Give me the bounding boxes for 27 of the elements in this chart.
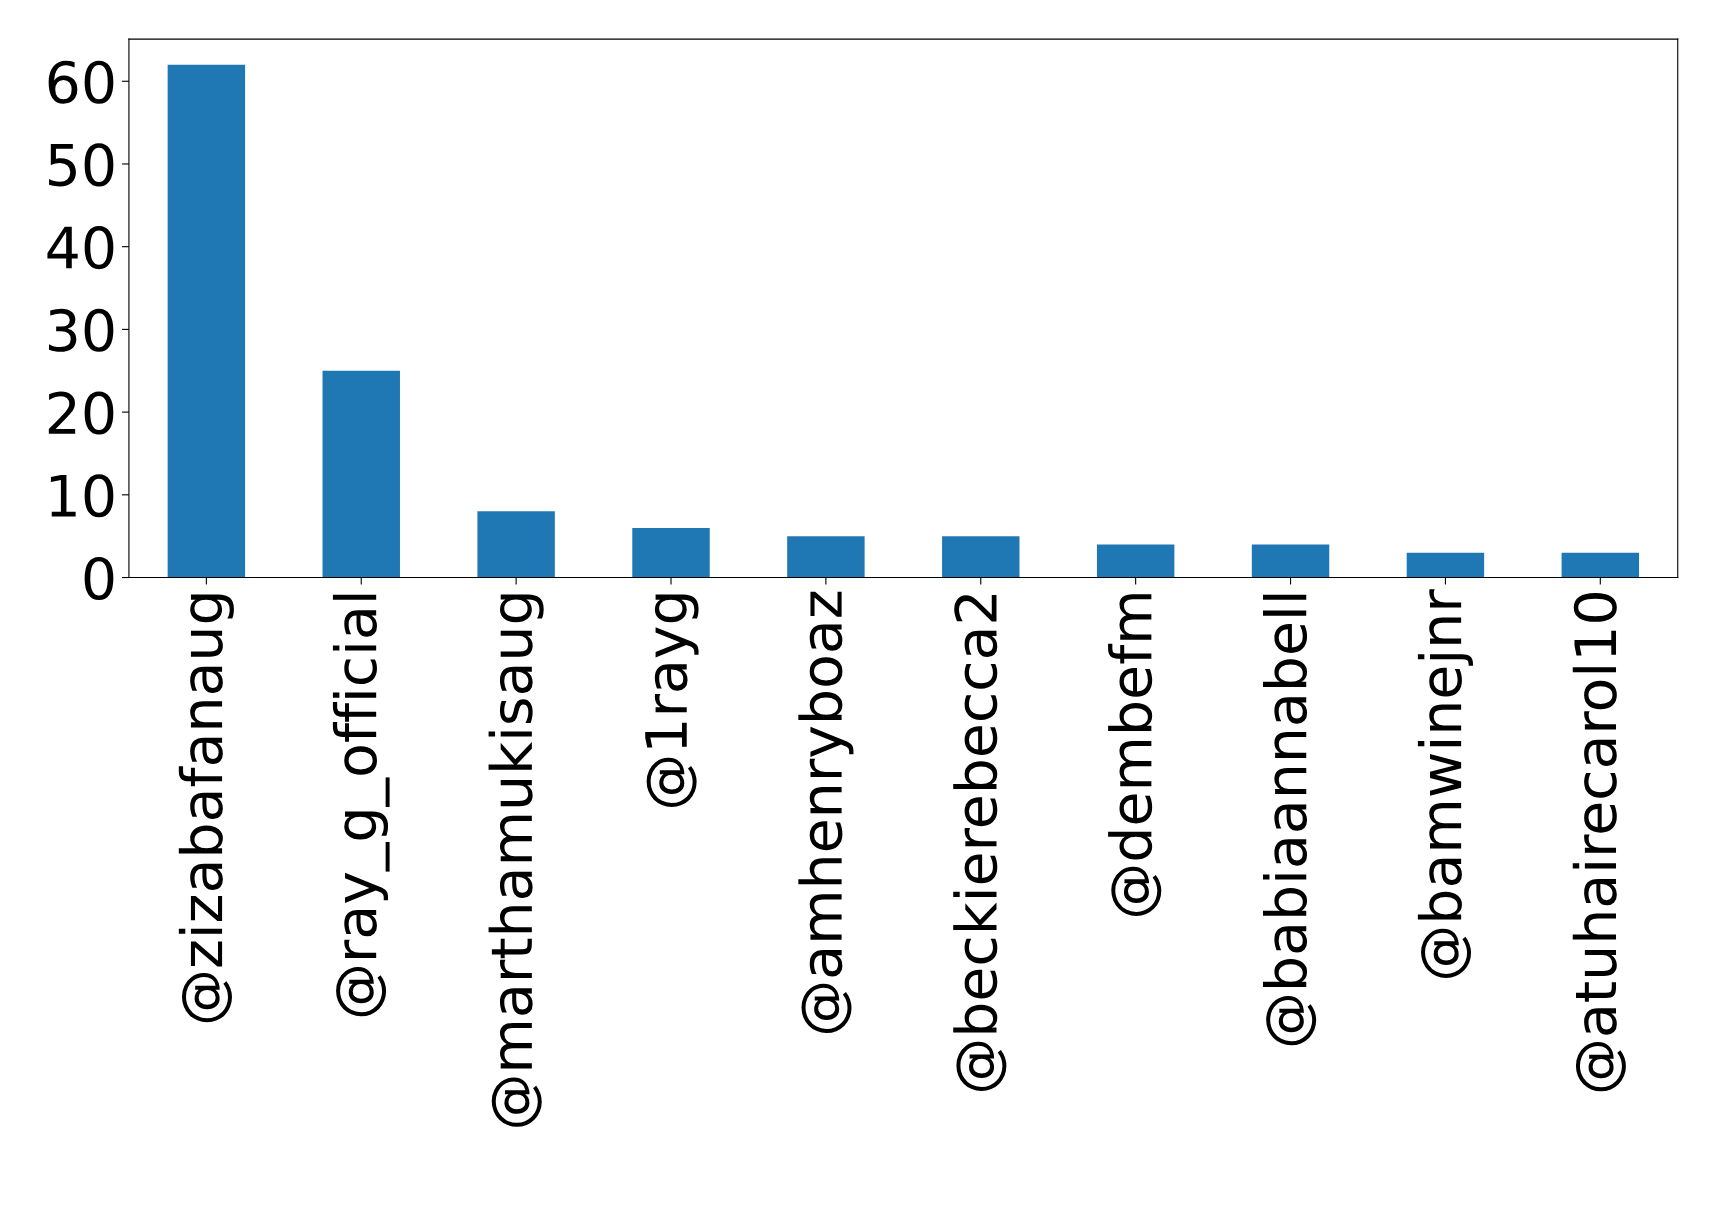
y-tick-label: 10 [50,474,114,518]
x-tick-label: @marthamukisaug [488,594,544,1127]
bar [322,370,400,578]
bar [1561,552,1640,578]
bar [1096,544,1175,578]
bar [787,536,865,578]
y-tick-label: 50 [49,143,114,187]
bar [167,64,246,578]
x-tick-label: @zizabafanaug [178,594,234,1023]
bar [632,527,710,578]
x-tick-label: @dembefm [1108,594,1162,916]
x-tick-label: @1rayg [645,594,699,807]
y-tick-label: 0 [84,556,114,600]
x-tick-label: @atuhairecarol10 [1572,593,1626,1092]
bar [1406,552,1485,578]
bar [1251,544,1330,578]
x-tick-label: @amhenryboaz [798,591,854,1033]
y-tick-label: 30 [49,308,114,352]
x-tick-label: @babiaannabell [1262,594,1317,1046]
x-tick-label: @bamwinejnr [1417,589,1473,978]
y-tick-label: 20 [48,391,114,435]
y-tick-label: 40 [47,226,114,270]
bar [477,511,555,578]
x-tick-label: @ray_g_official [332,594,390,1017]
y-tick-label: 60 [48,60,114,104]
x-tick-label: @beckierebecca2 [953,595,1007,1091]
bar [942,536,1020,578]
